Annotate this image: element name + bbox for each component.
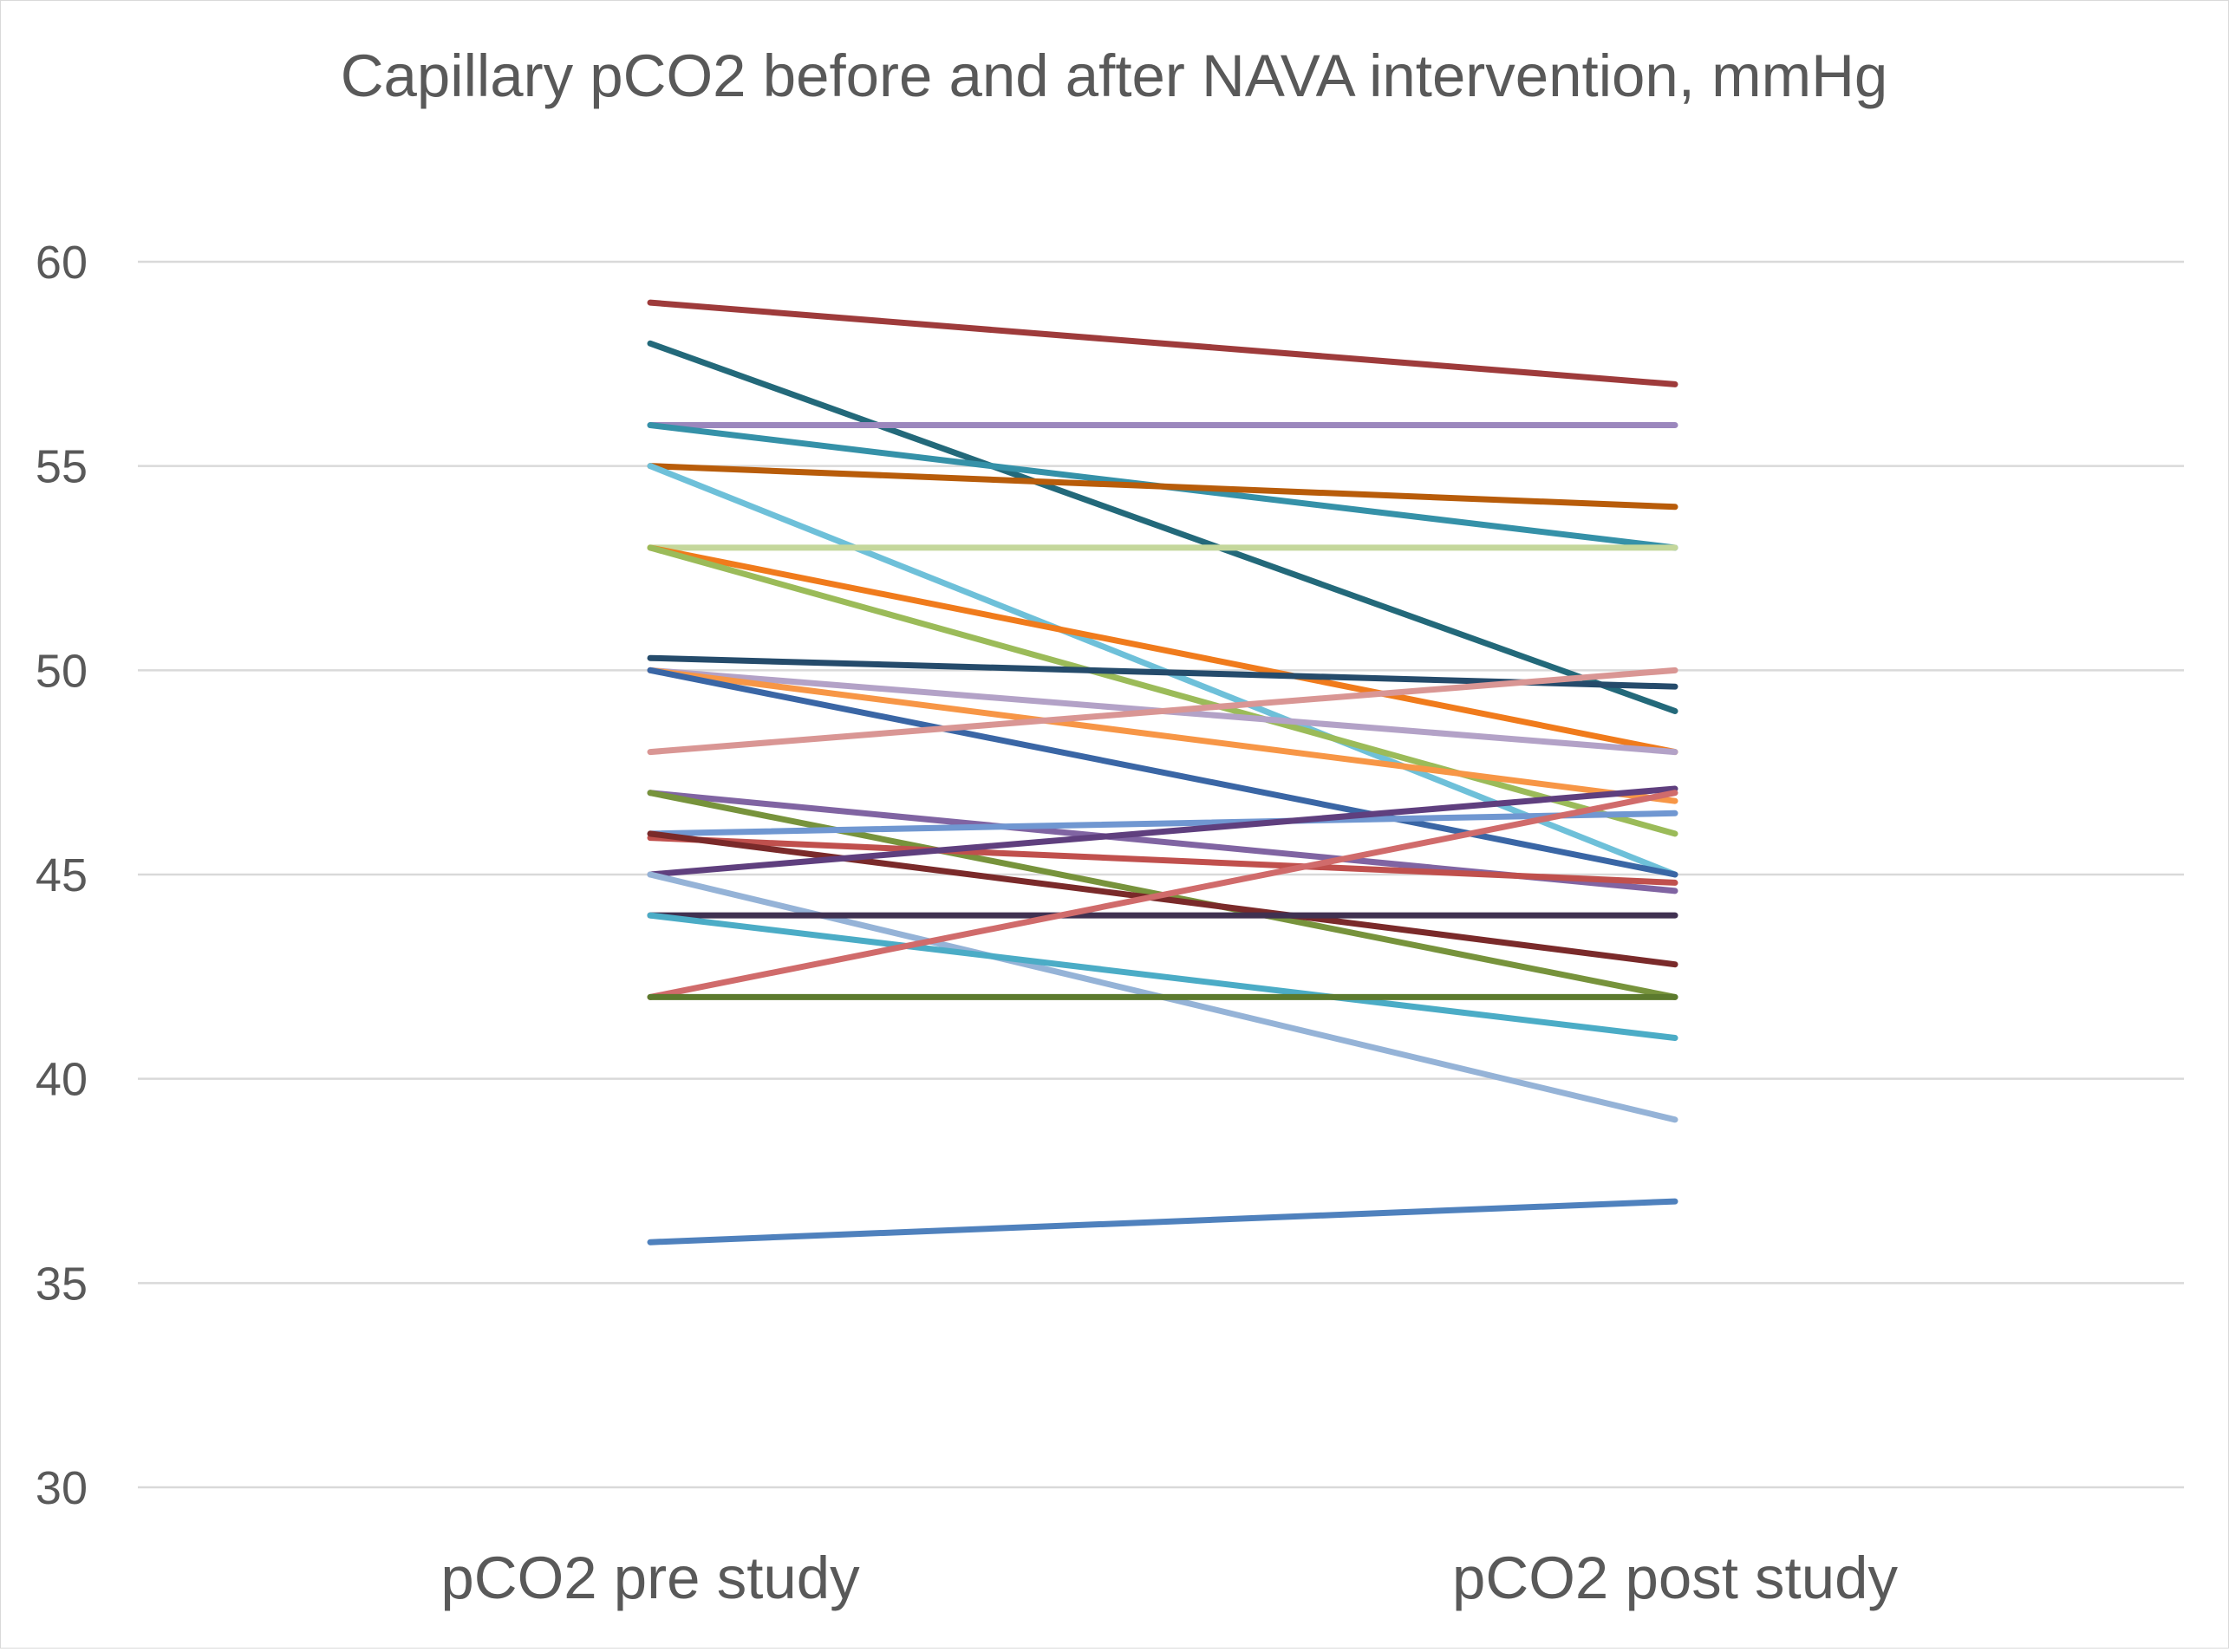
chart-title: Capillary pCO2 before and after NAVA int… <box>341 42 1888 109</box>
series-line <box>647 667 1678 756</box>
y-tick-label: 60 <box>36 237 88 289</box>
y-tick-label: 50 <box>36 645 88 697</box>
y-axis-tick-labels: 30 35 40 45 50 55 60 <box>36 237 88 1514</box>
series-line <box>647 544 1678 756</box>
series-lines <box>647 299 1678 1246</box>
series-line <box>647 912 1678 1042</box>
series-line <box>647 667 1678 878</box>
series-line <box>647 1198 1678 1246</box>
y-tick-label: 45 <box>36 849 88 901</box>
series-line <box>647 835 1678 886</box>
series-line <box>647 790 1678 1000</box>
gridlines <box>138 260 2184 1489</box>
x-category-label: pCO2 pre study <box>440 1545 860 1611</box>
series-line <box>647 299 1678 387</box>
series-line <box>647 340 1678 714</box>
series-line <box>647 544 1678 837</box>
y-tick-label: 30 <box>36 1462 88 1514</box>
y-tick-label: 35 <box>36 1258 88 1310</box>
series-line <box>647 785 1678 878</box>
y-tick-label: 40 <box>36 1054 88 1106</box>
x-category-label: pCO2 post study <box>1452 1545 1898 1611</box>
series-line <box>647 667 1678 804</box>
series-line <box>647 810 1678 837</box>
y-tick-label: 55 <box>36 441 88 493</box>
series-line <box>647 463 1678 511</box>
series-line <box>647 830 1678 968</box>
x-axis-category-labels: pCO2 pre study pCO2 post study <box>440 1545 1898 1611</box>
